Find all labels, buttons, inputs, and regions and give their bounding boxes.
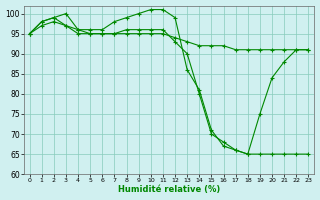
X-axis label: Humidité relative (%): Humidité relative (%) — [118, 185, 220, 194]
